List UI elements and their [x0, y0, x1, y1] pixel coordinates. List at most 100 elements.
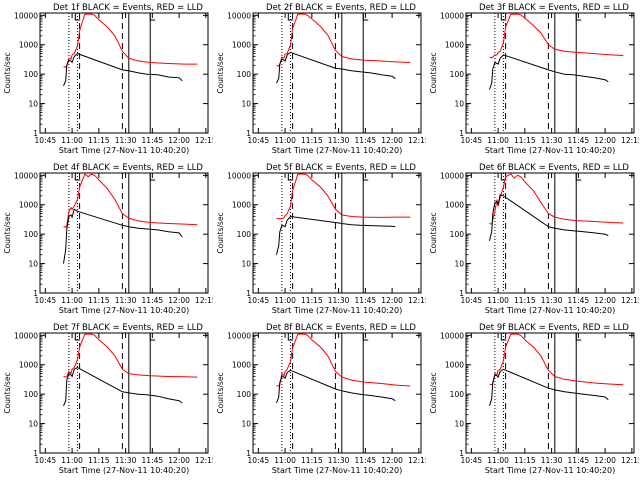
x-tick-label: 11:15	[514, 296, 536, 305]
x-tick-label: 11:30	[541, 136, 563, 145]
chart-title: Det 9f BLACK = Events, RED = LLD	[479, 323, 629, 333]
y-axis-label: Counts/sec	[3, 52, 12, 93]
events-series-line	[489, 54, 609, 90]
x-tick-label: 12:00	[381, 296, 403, 305]
y-tick-label: 100	[450, 70, 465, 79]
y-axis-label: Counts/sec	[429, 52, 438, 93]
x-tick-label: 11:30	[328, 136, 350, 145]
events-series-line	[276, 51, 396, 84]
x-axis-label: Start Time (27-Nov-11 10:40:20)	[272, 146, 402, 155]
x-axis-label: Start Time (27-Nov-11 10:40:20)	[59, 466, 189, 475]
x-tick-label: 11:45	[568, 136, 590, 145]
lld-series-line	[63, 173, 198, 229]
interval-bracket	[362, 333, 369, 341]
x-tick-label: 11:00	[61, 296, 83, 305]
x-tick-label: 12:00	[381, 456, 403, 465]
interval-bracket	[287, 333, 294, 341]
plot-frame	[39, 172, 209, 294]
x-tick-label: 11:00	[274, 456, 296, 465]
x-tick-label: 11:00	[274, 296, 296, 305]
plot-frame	[252, 12, 422, 134]
x-tick-label: 10:45	[461, 456, 483, 465]
y-tick-label: 10000	[227, 11, 251, 20]
x-tick-label: 12:00	[594, 296, 616, 305]
y-tick-label: 100	[24, 70, 39, 79]
chart-title: Det 3f BLACK = Events, RED = LLD	[479, 3, 629, 13]
x-tick-label: 10:45	[461, 136, 483, 145]
y-tick-label: 10000	[440, 11, 464, 20]
lld-series-line	[63, 333, 198, 378]
lld-series-line	[63, 13, 198, 69]
y-tick-label: 10	[454, 260, 464, 269]
lld-series-line	[489, 173, 624, 225]
x-axis-label: Start Time (27-Nov-11 10:40:20)	[485, 466, 615, 475]
interval-bracket	[149, 333, 156, 341]
y-tick-label: 1	[459, 449, 464, 458]
x-tick-label: 12:15	[408, 456, 426, 465]
y-tick-label: 1	[459, 289, 464, 298]
y-tick-label: 1	[33, 449, 38, 458]
y-tick-label: 100	[24, 390, 39, 399]
interval-bracket	[575, 13, 582, 21]
plot-frame	[39, 12, 209, 134]
y-tick-label: 1	[33, 129, 38, 138]
y-tick-label: 1000	[232, 361, 251, 370]
y-tick-label: 10000	[440, 171, 464, 180]
y-axis-label: Counts/sec	[216, 372, 225, 413]
x-tick-label: 12:15	[621, 296, 639, 305]
plot-frame	[465, 332, 635, 454]
x-axis-label: Start Time (27-Nov-11 10:40:20)	[485, 306, 615, 315]
x-tick-label: 12:15	[195, 296, 213, 305]
interval-bracket	[500, 333, 507, 341]
x-axis-label: Start Time (27-Nov-11 10:40:20)	[272, 466, 402, 475]
x-tick-label: 11:15	[301, 136, 323, 145]
chart-title: Det 5f BLACK = Events, RED = LLD	[266, 163, 416, 173]
x-tick-label: 11:15	[301, 456, 323, 465]
x-tick-label: 11:30	[328, 456, 350, 465]
x-tick-label: 11:30	[541, 296, 563, 305]
y-tick-label: 1	[33, 289, 38, 298]
y-tick-label: 100	[237, 70, 252, 79]
detector-chart-9: Det 9f BLACK = Events, RED = LLD 1 10 100 10…	[429, 323, 639, 475]
y-tick-label: 1000	[19, 41, 38, 50]
y-tick-label: 10	[454, 420, 464, 429]
x-tick-label: 12:00	[168, 456, 190, 465]
x-tick-label: 11:15	[88, 296, 110, 305]
interval-bracket	[362, 13, 369, 21]
x-tick-label: 10:45	[35, 136, 57, 145]
lld-series-line	[489, 333, 624, 386]
x-tick-label: 12:00	[594, 136, 616, 145]
interval-bracket	[287, 13, 294, 21]
lld-series-line	[489, 13, 624, 59]
detector-chart-3: Det 3f BLACK = Events, RED = LLD 1 10 100 10…	[429, 3, 639, 155]
x-tick-label: 12:00	[594, 456, 616, 465]
y-tick-label: 10000	[14, 11, 38, 20]
x-tick-label: 11:15	[514, 136, 536, 145]
x-tick-label: 11:00	[487, 136, 509, 145]
interval-bracket	[500, 13, 507, 21]
x-tick-label: 11:45	[142, 136, 164, 145]
y-tick-label: 100	[450, 230, 465, 239]
y-axis-label: Counts/sec	[429, 372, 438, 413]
y-tick-label: 1000	[232, 41, 251, 50]
chart-title: Det 6f BLACK = Events, RED = LLD	[479, 163, 629, 173]
y-tick-label: 10	[28, 100, 38, 109]
interval-bracket	[362, 173, 369, 181]
events-series-line	[63, 367, 183, 407]
x-tick-label: 11:45	[355, 296, 377, 305]
x-tick-label: 11:00	[274, 136, 296, 145]
interval-bracket	[74, 333, 81, 341]
x-tick-label: 11:30	[541, 456, 563, 465]
detector-chart-7: Det 7f BLACK = Events, RED = LLD 1 10 100 10…	[3, 323, 213, 475]
x-tick-label: 10:45	[35, 456, 57, 465]
y-tick-label: 100	[237, 390, 252, 399]
detector-chart-5: Det 5f BLACK = Events, RED = LLD 1 10 100 10…	[216, 163, 426, 315]
x-tick-label: 10:45	[248, 136, 270, 145]
interval-bracket	[287, 173, 294, 181]
detector-chart-8: Det 8f BLACK = Events, RED = LLD 1 10 100 10…	[216, 323, 426, 475]
y-tick-label: 10	[241, 100, 251, 109]
x-tick-label: 11:30	[115, 456, 137, 465]
y-tick-label: 1000	[19, 201, 38, 210]
interval-bracket	[575, 333, 582, 341]
x-tick-label: 12:00	[381, 136, 403, 145]
